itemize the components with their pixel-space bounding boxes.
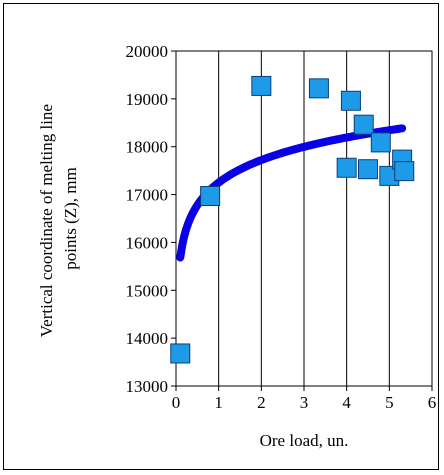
x-tick-label: 5	[385, 393, 394, 412]
data-point	[394, 161, 415, 182]
x-tick-label: 0	[172, 393, 181, 412]
x-tick-label: 6	[428, 393, 437, 412]
y-tick-label: 17000	[126, 186, 169, 205]
x-tick-label: 4	[342, 393, 351, 412]
y-tick-label: 19000	[126, 90, 169, 109]
data-point	[308, 78, 329, 99]
points-layer	[170, 75, 415, 364]
y-tick-label: 14000	[126, 329, 169, 348]
y-tick-label: 16000	[126, 233, 169, 252]
y-tick-label: 15000	[126, 281, 169, 300]
x-tick-label: 2	[257, 393, 266, 412]
data-point	[340, 90, 361, 111]
data-point	[251, 75, 272, 96]
x-axis-title: Ore load, un.	[260, 431, 349, 450]
chart-frame	[3, 3, 439, 470]
y-axis-title: Vertical coordinate of melting line poin…	[37, 100, 80, 337]
data-point	[358, 159, 378, 180]
y-tick-label: 20000	[126, 42, 169, 61]
y-axis-title-line-1: Vertical coordinate of melting line	[37, 104, 56, 337]
grid-layer	[218, 51, 390, 386]
x-tick-label: 1	[214, 393, 223, 412]
data-point	[200, 186, 221, 207]
y-axis-title-line-2: points (Z), mm	[61, 167, 80, 269]
data-point	[336, 157, 357, 178]
data-point	[170, 343, 191, 364]
data-point	[370, 132, 391, 153]
y-tick-label: 13000	[126, 377, 169, 396]
data-point	[353, 114, 374, 135]
y-tick-label: 18000	[126, 138, 169, 157]
tick-layer: 13000 14000 15000 16000 17000 18000 19000 20000…	[126, 42, 437, 412]
x-tick-label: 3	[300, 393, 309, 412]
